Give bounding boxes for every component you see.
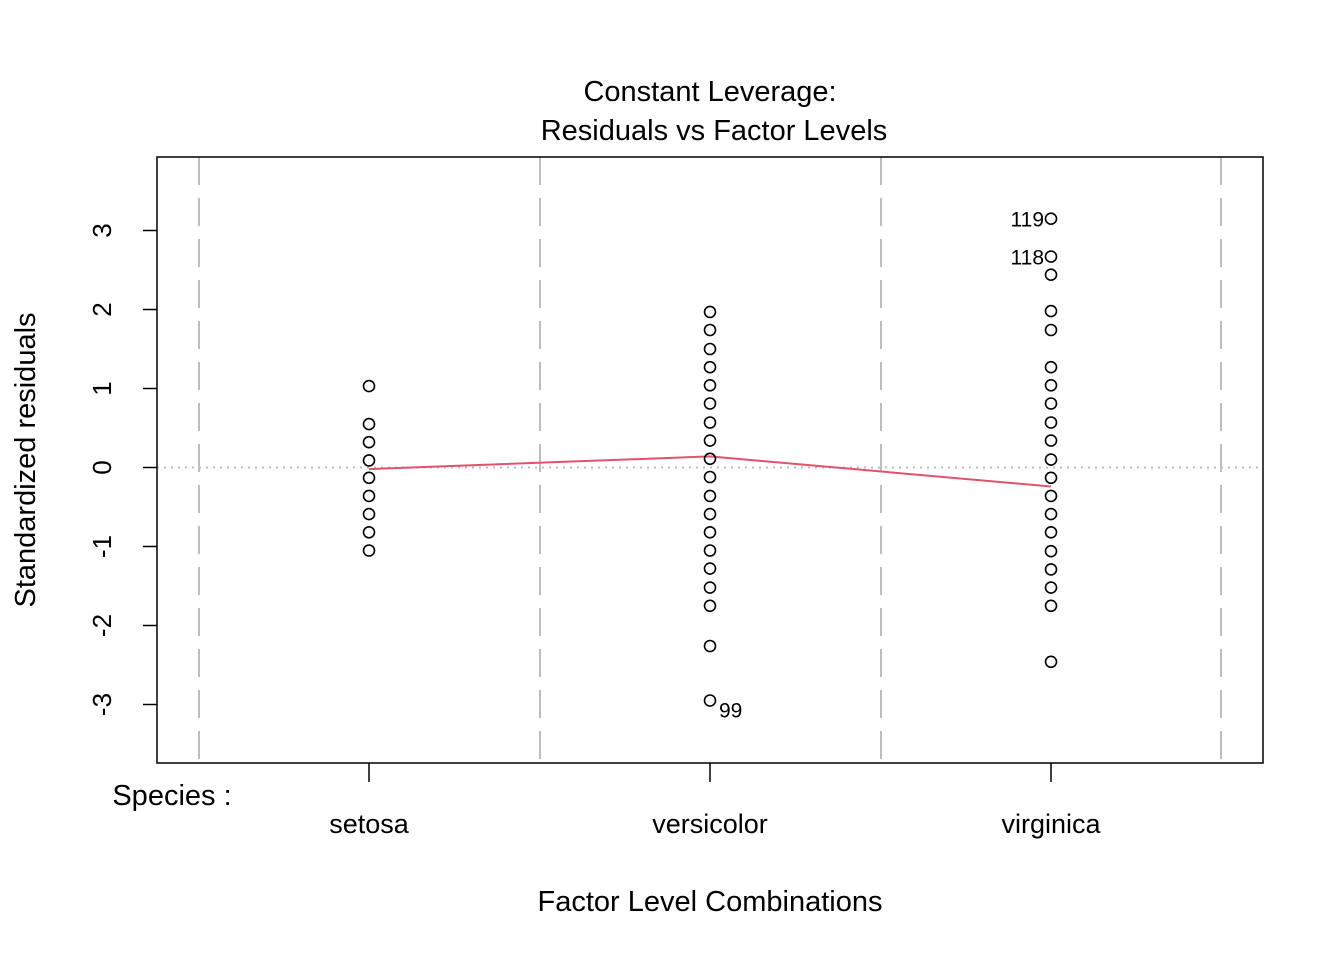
smooth-line-group xyxy=(368,455,1052,488)
point-versicolor-4 xyxy=(703,360,717,374)
point-virginica-4 xyxy=(1044,304,1058,318)
x-axis: setosa versicolor virginica xyxy=(329,763,1101,839)
plot-frame xyxy=(156,156,1264,764)
y-tick-label-3: 3 xyxy=(87,223,117,237)
x-tick-label-versicolor: versicolor xyxy=(652,809,768,839)
point-setosa-5 xyxy=(362,471,376,485)
point-setosa-9 xyxy=(362,544,376,557)
point-versicolor-5 xyxy=(703,378,717,392)
point-virginica-10 xyxy=(1044,434,1058,447)
point-versicolor-7 xyxy=(703,416,717,429)
point-virginica-19 xyxy=(1044,599,1058,613)
y-tick-label-0: 0 xyxy=(87,460,117,474)
point-versicolor-15 xyxy=(703,562,717,575)
point-versicolor-19 xyxy=(703,694,717,707)
smooth-line xyxy=(368,455,1052,488)
x-tick-label-setosa: setosa xyxy=(329,809,410,839)
x-tick-label-virginica: virginica xyxy=(1001,809,1101,839)
y-axis-label: Standardized residuals xyxy=(10,312,42,607)
point-versicolor-8 xyxy=(703,434,717,447)
point-virginica-5 xyxy=(1044,323,1058,337)
point-setosa-6 xyxy=(362,489,376,503)
point-virginica-3 xyxy=(1044,268,1058,282)
point-setosa-4 xyxy=(362,454,376,467)
grid-lines xyxy=(198,157,1222,763)
point-label-119: 119 xyxy=(1011,209,1044,232)
point-setosa-1 xyxy=(362,379,376,393)
point-versicolor-9 xyxy=(703,452,717,466)
point-versicolor-13 xyxy=(703,525,717,539)
point-label-99: 99 xyxy=(719,700,742,723)
point-versicolor-12 xyxy=(703,507,717,521)
point-setosa-7 xyxy=(362,507,376,521)
y-tick-label-1: 1 xyxy=(87,381,117,395)
point-versicolor-2 xyxy=(703,323,717,337)
point-virginica-18 xyxy=(1044,581,1058,594)
point-versicolor-14 xyxy=(703,544,717,557)
point-versicolor-6 xyxy=(703,397,717,410)
point-labels: 119 118 99 xyxy=(719,209,1044,723)
chart-title-line2: Residuals vs Factor Levels xyxy=(541,115,888,147)
y-axis: -3 -2 -1 0 1 2 3 xyxy=(87,223,157,716)
point-virginica-13 xyxy=(1044,489,1058,503)
y-tick-label--2: -2 xyxy=(87,614,117,637)
point-virginica-2 xyxy=(1044,250,1058,263)
point-virginica-1 xyxy=(1044,212,1058,225)
point-virginica-14 xyxy=(1044,507,1058,521)
point-virginica-9 xyxy=(1044,416,1058,429)
point-label-118: 118 xyxy=(1011,247,1044,270)
point-versicolor-10 xyxy=(703,470,717,484)
point-versicolor-18 xyxy=(703,639,717,653)
data-points xyxy=(362,212,1058,707)
point-virginica-20 xyxy=(1044,655,1058,669)
point-versicolor-11 xyxy=(703,489,717,503)
point-virginica-17 xyxy=(1044,563,1058,576)
point-virginica-11 xyxy=(1044,453,1058,466)
point-versicolor-16 xyxy=(703,581,717,594)
factor-name-label: Species : xyxy=(112,780,231,812)
y-tick-label--1: -1 xyxy=(87,535,117,558)
point-setosa-8 xyxy=(362,525,376,539)
y-tick-label--3: -3 xyxy=(87,693,117,716)
point-virginica-8 xyxy=(1044,397,1058,410)
point-setosa-2 xyxy=(362,417,376,431)
point-virginica-12 xyxy=(1044,471,1058,485)
y-tick-label-2: 2 xyxy=(87,302,117,316)
chart-title-line1: Constant Leverage: xyxy=(583,76,836,108)
x-axis-label: Factor Level Combinations xyxy=(538,886,883,918)
point-setosa-3 xyxy=(362,435,376,449)
point-virginica-15 xyxy=(1044,525,1058,539)
point-versicolor-3 xyxy=(703,342,717,356)
point-virginica-6 xyxy=(1044,360,1058,374)
point-virginica-7 xyxy=(1044,378,1058,392)
point-versicolor-1 xyxy=(703,305,717,319)
point-versicolor-17 xyxy=(703,599,717,613)
point-virginica-16 xyxy=(1044,544,1058,558)
